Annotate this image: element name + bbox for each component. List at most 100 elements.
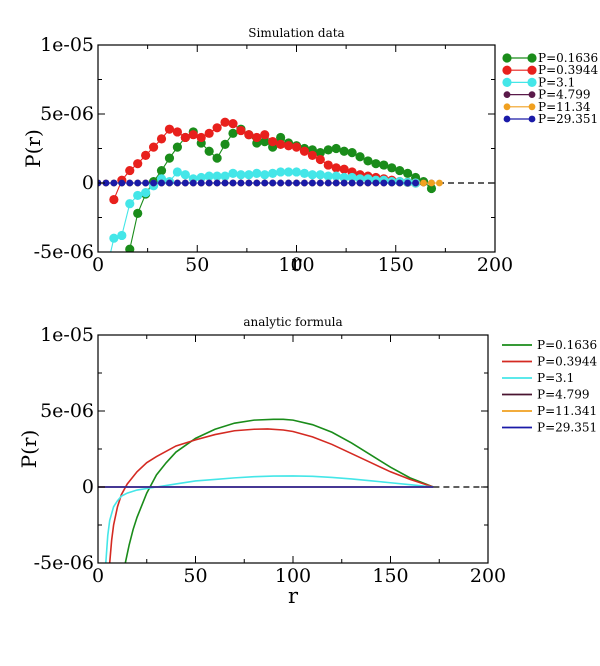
chart-1-point — [212, 171, 222, 181]
chart-1-point — [109, 233, 119, 243]
chart-1-point — [252, 132, 262, 143]
chart-1-point — [220, 117, 230, 127]
chart-1-point — [315, 154, 325, 165]
chart-1-point — [307, 150, 317, 160]
chart-1-point — [141, 150, 151, 160]
chart-1-point — [315, 148, 325, 158]
chart-1-point — [237, 179, 245, 187]
chart-2-ytick-label: -5e-06 — [34, 552, 94, 574]
chart-1-xtick-label: 200 — [477, 254, 513, 276]
chart-1-point — [339, 172, 349, 183]
chart-2-xtick-label: 0 — [92, 565, 104, 587]
chart-1-point — [220, 139, 230, 149]
chart-1-point — [236, 125, 246, 136]
chart-1-point — [293, 179, 300, 187]
chart-1-point — [109, 194, 119, 205]
chart-1-point — [150, 179, 157, 187]
chart-1-point — [212, 123, 222, 133]
chart-1-legend-marker — [528, 91, 536, 98]
chart-1-point — [252, 168, 262, 178]
chart-1-legend-marker — [503, 91, 511, 98]
chart-1-point — [324, 179, 332, 187]
chart-1-point — [261, 179, 269, 187]
chart-1-point — [148, 142, 159, 152]
chart-1-point — [102, 179, 110, 187]
chart-1-point — [276, 167, 286, 177]
chart-1-point — [412, 179, 419, 187]
chart-1-point — [172, 127, 182, 137]
chart-1-point — [125, 244, 135, 252]
chart-1-point — [189, 179, 197, 187]
chart-1-point — [301, 179, 308, 187]
chart-1-point — [188, 130, 198, 140]
chart-1-point — [260, 137, 270, 147]
chart-2-xtick-label: 200 — [470, 565, 506, 587]
chart-1-point — [307, 170, 317, 180]
chart-1-point — [196, 132, 206, 143]
chart-1-point — [436, 179, 443, 187]
chart-1-point — [291, 142, 302, 152]
chart-1-point — [220, 171, 230, 181]
chart-1-legend-label-3: P=3.1 — [538, 75, 575, 89]
chart-1-ylabel: P(r) — [21, 129, 45, 168]
chart-1-point — [316, 179, 324, 187]
chart-1-point — [174, 179, 181, 187]
chart-1-point — [363, 156, 373, 166]
chart-1-legend-marker — [527, 65, 537, 75]
chart-1-point — [164, 153, 175, 163]
chart-1-point — [269, 179, 277, 187]
chart-1-point — [396, 179, 404, 187]
chart-2-legend: P=0.1636 P=0.3944 P=3.1 P=4.799 P=11.341 P=29… — [502, 338, 597, 435]
chart-1-title: Simulation data — [248, 26, 344, 40]
chart-1-point — [380, 179, 388, 187]
chart-1-point — [379, 160, 389, 170]
chart-2-title: analytic formula — [243, 315, 342, 329]
chart-1-point — [164, 124, 175, 134]
chart-1-point — [133, 208, 143, 218]
chart-1-point — [260, 130, 270, 140]
chart-1-point — [204, 171, 214, 181]
chart-1-point — [331, 143, 341, 154]
chart-1-point — [141, 188, 151, 198]
chart-1-xtick-label: 50 — [185, 254, 209, 276]
chart-1-legend-marker — [527, 77, 537, 87]
chart-1-point — [212, 153, 222, 163]
chart-1-xtick-label: 150 — [378, 254, 414, 276]
chart-1-point — [228, 168, 238, 178]
chart-1-point — [158, 179, 165, 187]
chart-2-legend-label-5: P=11.341 — [537, 404, 597, 418]
chart-1-point — [213, 179, 221, 187]
chart-1-point — [197, 179, 205, 187]
chart-1-legend-marker — [502, 77, 512, 87]
chart-2-series-line-1 — [124, 418, 434, 563]
chart-1-point — [244, 170, 254, 180]
chart-1-point — [339, 164, 349, 174]
chart-1-point — [291, 167, 302, 177]
chart-2-ytick-label: 5e-06 — [40, 400, 94, 422]
chart-1-point — [181, 179, 189, 187]
chart-1-point — [133, 190, 143, 201]
chart-1-point — [156, 165, 167, 176]
chart-1-legend-label-6: P=29.351 — [538, 112, 598, 126]
chart-1-point — [228, 128, 238, 138]
chart-1-point — [236, 170, 246, 180]
chart-1-point — [371, 159, 381, 169]
chart-1-legend: P=0.1636P=0.3944P=3.1P=4.799P=11.34P=29.… — [502, 51, 598, 126]
chart-1-xlabel: r — [291, 251, 302, 275]
chart-2-xtick-label: 100 — [275, 565, 311, 587]
chart-1-point — [332, 179, 340, 187]
chart-2-legend-label-4: P=4.799 — [537, 388, 589, 402]
chart-1-point — [172, 167, 182, 177]
chart-1-point — [172, 142, 182, 152]
chart-1-legend-marker — [528, 115, 536, 123]
chart-1-point — [134, 179, 142, 187]
chart-1-point — [348, 179, 356, 187]
chart-1-point — [229, 179, 237, 187]
chart-1-point — [331, 171, 341, 181]
chart-1-point — [180, 132, 190, 143]
chart-1-point — [388, 179, 396, 187]
chart-2-legend-label-1: P=0.1636 — [537, 338, 597, 352]
chart-1-ytick-label: 1e-05 — [40, 34, 94, 56]
